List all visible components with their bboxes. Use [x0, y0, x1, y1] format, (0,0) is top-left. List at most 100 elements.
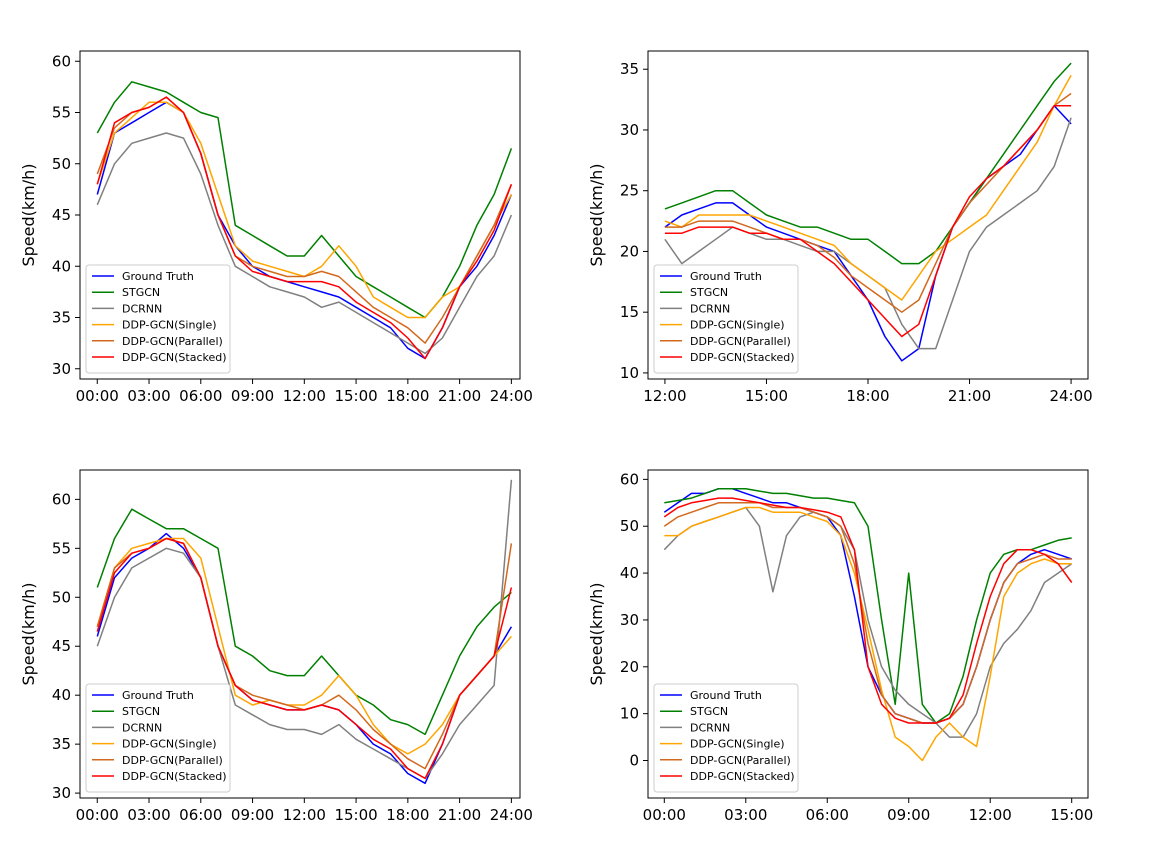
y-tick-label: 35 [52, 309, 71, 327]
chart-panel-3: 00:00 03:00 06:00 09:00 12:00 15:00 18:00 21:00… [19, 469, 533, 824]
x-tick-label: 12:00 [283, 806, 326, 824]
series-line-ddp-gcn-stacked [96, 537, 513, 780]
y-tick-label: 20 [620, 242, 639, 260]
chart-panel-1: 00:00 03:00 06:00 09:00 12:00 15:00 18:00 21:00… [19, 50, 533, 405]
legend-label: DDP-GCN(Stacked) [690, 770, 795, 783]
x-tick-label: 00:00 [76, 387, 119, 405]
y-tick-label: 50 [52, 155, 71, 173]
legend-label: STGCN [690, 705, 728, 718]
legend-label: DDP-GCN(Stacked) [690, 351, 795, 364]
legend-label: Ground Truth [690, 270, 762, 283]
x-tick-label: 15:00 [745, 387, 788, 405]
x-tick-label: 18:00 [846, 387, 889, 405]
y-tick-label: 40 [620, 564, 639, 582]
series-line-ddp-gcn-stacked [664, 104, 1072, 338]
y-tick-label: 35 [620, 60, 639, 78]
x-tick-label: 12:00 [283, 387, 326, 405]
legend-box [85, 683, 231, 793]
y-tick-label: 15 [620, 303, 639, 321]
y-tick-label: 10 [620, 364, 639, 382]
y-tick-label: 50 [52, 588, 71, 606]
legend: Ground Truth STGCN DCRNN DDP-GCN(Single) DDP… [653, 264, 799, 374]
y-tick-label: 35 [52, 735, 71, 753]
plot-frame [79, 469, 521, 799]
legend-label: DDP-GCN(Stacked) [122, 351, 227, 364]
chart-panel-4: 00:00 03:00 06:00 09:00 12:00 15:00 0 10 20 30 40 5… [587, 469, 1093, 824]
x-tick-label: 12:00 [969, 806, 1012, 824]
x-tick-label: 21:00 [948, 387, 991, 405]
legend-label: DCRNN [122, 721, 162, 734]
legend-label: STGCN [122, 286, 160, 299]
y-tick-label: 55 [52, 539, 71, 557]
x-tick-label: 09:00 [231, 387, 274, 405]
x-tick-label: 24:00 [490, 806, 533, 824]
y-axis-title: Speed(km/h) [587, 582, 606, 685]
legend-box [85, 264, 231, 374]
x-tick-label: 03:00 [724, 806, 767, 824]
legend-label: DDP-GCN(Parallel) [122, 754, 223, 767]
x-tick-label: 18:00 [386, 387, 429, 405]
chart-panel-2: 12:00 15:00 18:00 21:00 24:00 10 15 20 25 30 35 Spe… [587, 50, 1093, 405]
y-tick-label: 30 [52, 360, 71, 378]
x-tick-label: 15:00 [334, 387, 377, 405]
series-line-ddp-gcn-single [664, 74, 1072, 301]
series-line-stgcn [664, 62, 1072, 265]
x-tick-label: 15:00 [1050, 806, 1093, 824]
series-line-ddp-gcn-parallel [663, 502, 1072, 724]
legend-label: Ground Truth [122, 689, 194, 702]
series-line-ddp-gcn-stacked [96, 96, 513, 360]
legend-label: Ground Truth [122, 270, 194, 283]
x-tick-label: 15:00 [334, 806, 377, 824]
series-line-ddp-gcn-stacked [663, 497, 1073, 724]
legend-label: Ground Truth [690, 689, 762, 702]
y-axis-title: Speed(km/h) [587, 163, 606, 266]
x-tick-label: 03:00 [127, 806, 170, 824]
legend: Ground Truth STGCN DCRNN DDP-GCN(Single) DDP… [85, 264, 231, 374]
y-tick-label: 60 [52, 52, 71, 70]
legend-label: DCRNN [690, 302, 730, 315]
y-tick-label: 20 [620, 658, 639, 676]
y-tick-label: 40 [52, 686, 71, 704]
legend-box [653, 683, 799, 793]
y-tick-label: 45 [52, 206, 71, 224]
x-tick-label: 12:00 [643, 387, 686, 405]
x-tick-label: 06:00 [179, 806, 222, 824]
x-tick-label: 18:00 [386, 806, 429, 824]
legend-label: DDP-GCN(Single) [122, 319, 217, 332]
legend-label: DDP-GCN(Single) [122, 738, 217, 751]
legend-label: STGCN [122, 705, 160, 718]
x-tick-label: 24:00 [1049, 387, 1092, 405]
y-tick-label: 45 [52, 637, 71, 655]
x-tick-label: 03:00 [127, 387, 170, 405]
y-tick-label: 55 [52, 104, 71, 122]
legend-label: DCRNN [122, 302, 162, 315]
legend-box [653, 264, 799, 374]
x-tick-label: 09:00 [231, 806, 274, 824]
legend-label: DDP-GCN(Parallel) [122, 335, 223, 348]
legend-label: DDP-GCN(Parallel) [690, 335, 791, 348]
y-tick-label: 60 [52, 490, 71, 508]
y-axis-title: Speed(km/h) [19, 163, 38, 266]
x-tick-label: 21:00 [438, 806, 481, 824]
series-line-dcrnn [96, 132, 513, 355]
series-line-ddp-gcn-single [664, 506, 1072, 762]
x-tick-label: 24:00 [490, 387, 533, 405]
y-tick-label: 40 [52, 257, 71, 275]
legend-label: DCRNN [690, 721, 730, 734]
legend: Ground Truth STGCN DCRNN DDP-GCN(Single) DDP… [653, 683, 799, 793]
x-tick-label: 09:00 [887, 806, 930, 824]
legend: Ground Truth STGCN DCRNN DDP-GCN(Single) DDP… [85, 683, 231, 793]
x-tick-label: 00:00 [76, 806, 119, 824]
y-tick-label: 0 [629, 752, 639, 770]
legend-label: DDP-GCN(Single) [690, 319, 785, 332]
y-tick-label: 30 [52, 784, 71, 802]
series-line-dcrnn [96, 479, 513, 780]
series-line-stgcn [664, 487, 1072, 724]
legend-label: DDP-GCN(Stacked) [122, 770, 227, 783]
legend-label: DDP-GCN(Single) [690, 738, 785, 751]
legend-label: STGCN [690, 286, 728, 299]
x-tick-label: 06:00 [806, 806, 849, 824]
plot-frame [647, 469, 1089, 799]
y-tick-label: 10 [620, 705, 639, 723]
